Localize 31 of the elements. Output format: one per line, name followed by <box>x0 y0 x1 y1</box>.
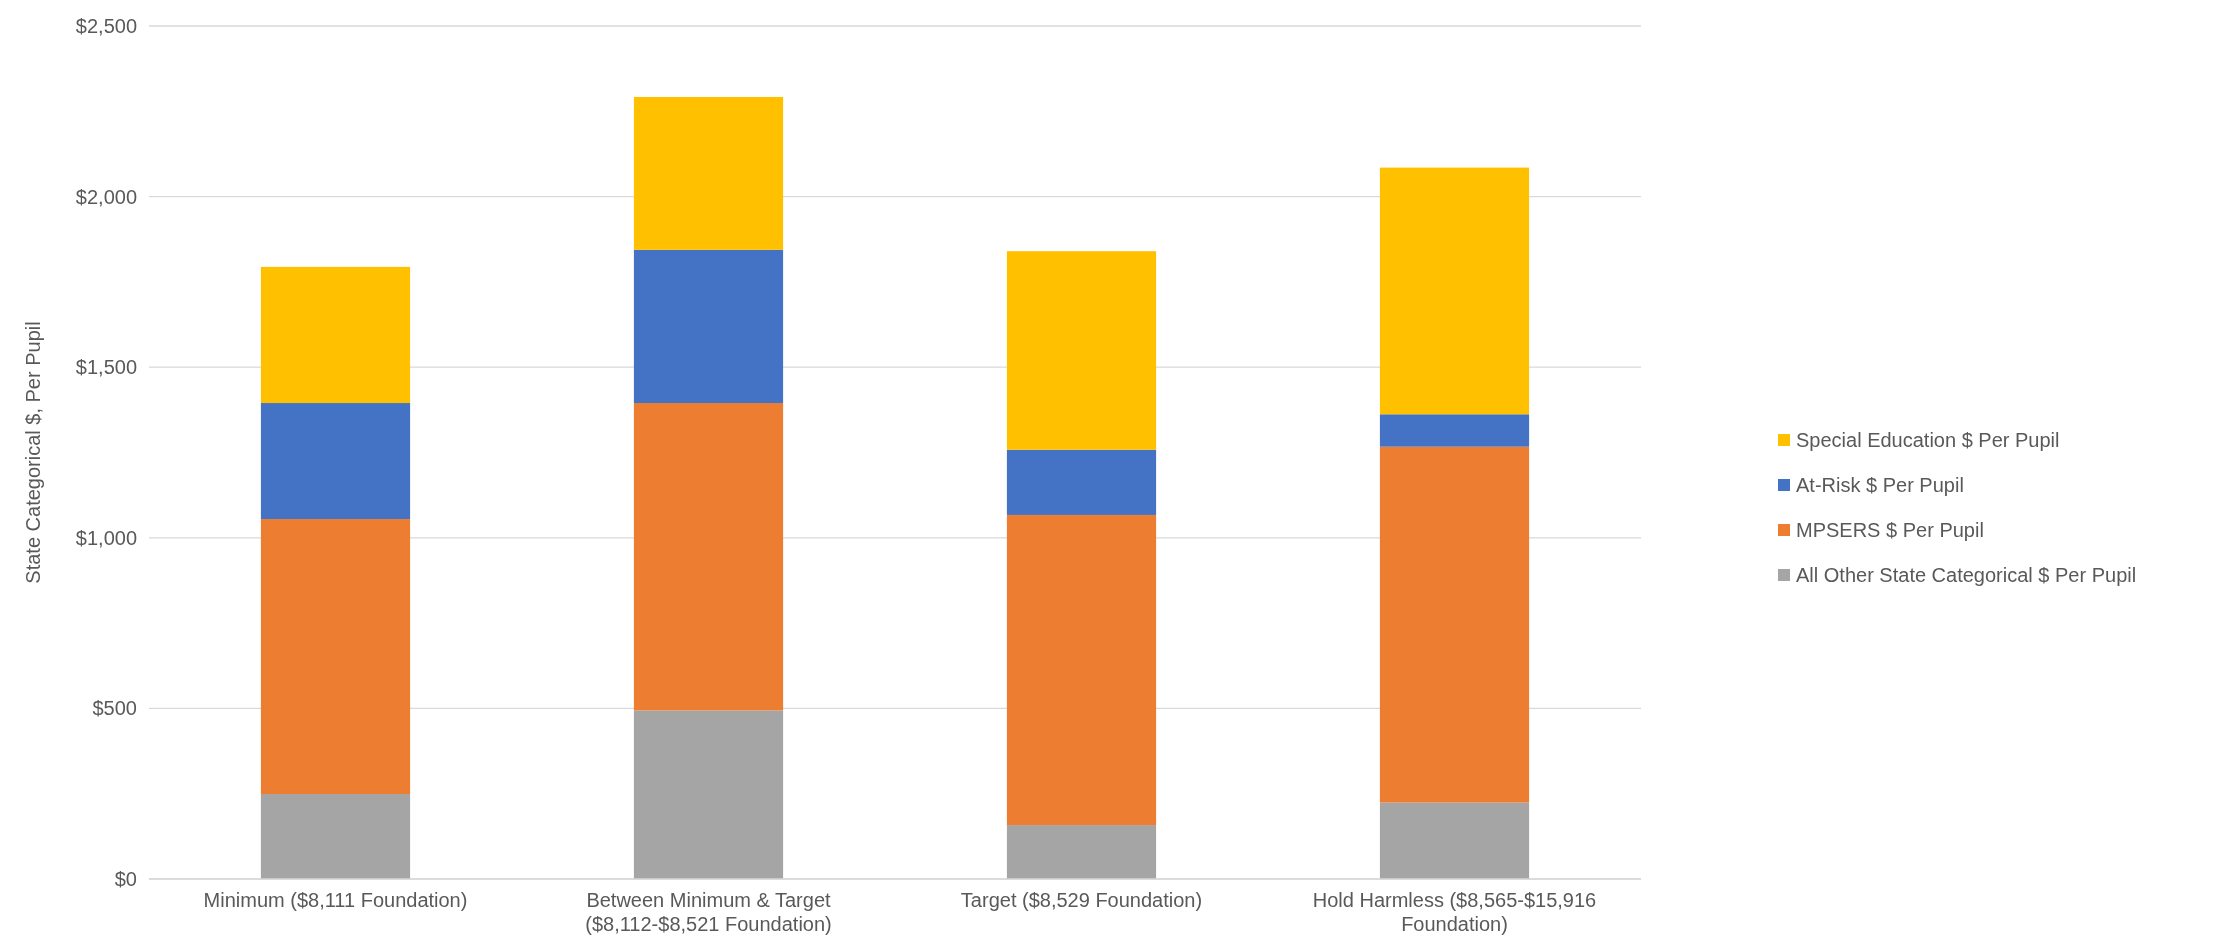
bar <box>1006 449 1157 515</box>
y-tick-label: $2,500 <box>75 15 137 37</box>
bar <box>1006 514 1157 826</box>
legend-label: All Other State Categorical $ Per Pupil <box>1796 564 2137 586</box>
y-tick-label: $1,500 <box>75 356 137 379</box>
bar <box>633 710 784 879</box>
y-axis-title: State Categorical $, Per Pupil <box>22 321 44 584</box>
y-tick-label: $2,000 <box>75 185 137 208</box>
bar <box>1006 825 1157 879</box>
y-tick-label: $500 <box>92 697 137 720</box>
bar <box>633 96 784 250</box>
x-tick-label: Target ($8,529 Foundation) <box>960 889 1203 911</box>
legend-label: At-Risk $ Per Pupil <box>1796 474 1964 496</box>
bar <box>1379 802 1530 879</box>
bar <box>633 403 784 711</box>
x-tick-label: Between Minimum & Target ($8,112-$8,521 Foundation) <box>585 889 832 935</box>
y-tick-label: $0 <box>114 868 137 890</box>
x-tick-label: Minimum ($8,111 Foundation) <box>203 889 468 911</box>
y-tick-label: $1,000 <box>75 526 137 549</box>
legend-label: MPSERS $ Per Pupil <box>1796 519 1984 541</box>
bar <box>1006 251 1157 450</box>
bar <box>260 266 411 404</box>
bar <box>1379 167 1530 415</box>
bar <box>260 519 411 795</box>
bar <box>260 794 411 879</box>
legend-label: Special Education $ Per Pupil <box>1796 429 2060 451</box>
x-tick-label: Hold Harmless ($8,565-$15,916 Foundation) <box>1312 889 1597 935</box>
bar <box>1379 414 1530 447</box>
bar <box>633 249 784 404</box>
bar <box>260 403 411 520</box>
bar <box>1379 446 1530 803</box>
